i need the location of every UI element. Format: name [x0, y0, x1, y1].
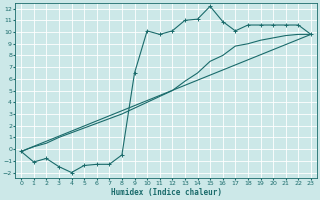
X-axis label: Humidex (Indice chaleur): Humidex (Indice chaleur)	[110, 188, 221, 197]
